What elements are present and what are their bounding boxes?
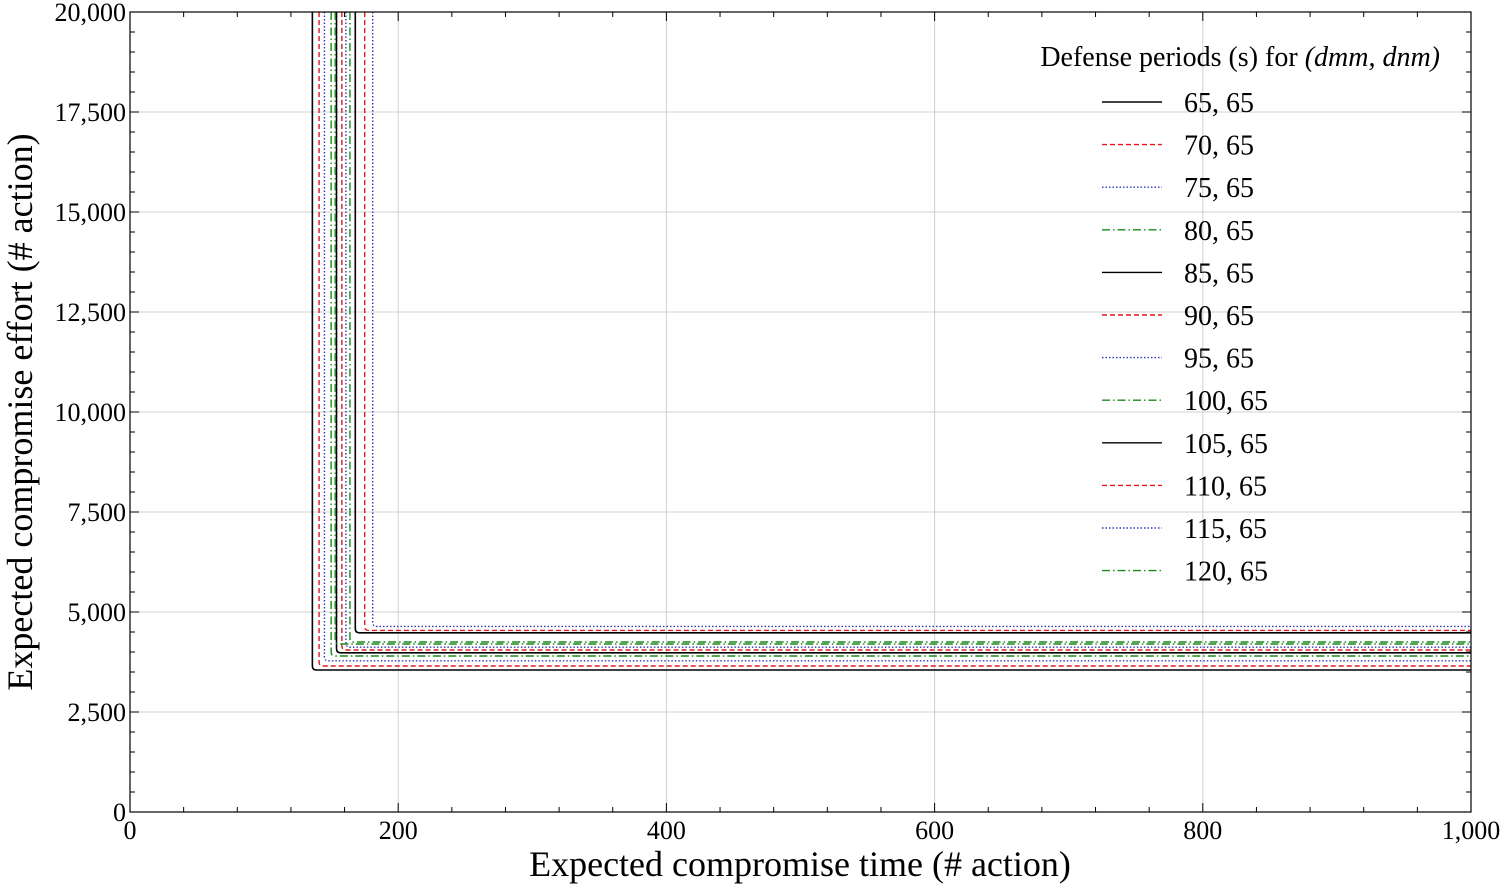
ticks: 0 200 400 600 800 1,000 0 2,500 5,000 7,500 10,000…: [55, 0, 1501, 845]
y-tick-label: 0: [113, 798, 126, 827]
series-line: [345, 12, 1471, 648]
legend-entry-label: 95, 65: [1184, 344, 1254, 375]
legend-entry-label: 80, 65: [1184, 216, 1254, 247]
legend-entry-label: 90, 65: [1184, 301, 1254, 332]
x-tick-label: 400: [647, 816, 686, 845]
series-lines: [311, 12, 1471, 671]
legend-entry-label: 75, 65: [1184, 173, 1254, 204]
y-tick-label: 2,500: [68, 698, 127, 727]
series-line: [363, 12, 1471, 632]
x-tick-label: 1,000: [1442, 816, 1501, 845]
series-line: [330, 12, 1471, 657]
series-line: [372, 12, 1471, 628]
legend: Defense periods (s) for (dmm, dnm) 65, 6…: [1040, 42, 1440, 588]
legend-entry-label: 70, 65: [1184, 131, 1254, 162]
series-line: [318, 12, 1471, 667]
x-tick-label: 800: [1183, 816, 1222, 845]
x-tick-label: 200: [379, 816, 418, 845]
x-tick-label: 0: [124, 816, 137, 845]
series-line: [334, 12, 1471, 645]
x-axis-label: Expected compromise time (# action): [529, 844, 1071, 884]
legend-entry-label: 100, 65: [1184, 386, 1268, 417]
x-tick-label: 600: [915, 816, 954, 845]
series-line: [341, 12, 1471, 651]
series-line: [323, 12, 1471, 662]
y-tick-label: 20,000: [55, 0, 127, 27]
y-tick-label: 12,500: [55, 298, 127, 327]
legend-entry-label: 85, 65: [1184, 258, 1254, 289]
y-tick-label: 10,000: [55, 398, 127, 427]
legend-entry-label: 110, 65: [1184, 471, 1267, 502]
legend-entry-label: 65, 65: [1184, 88, 1254, 119]
legend-entry-label: 120, 65: [1184, 557, 1268, 588]
series-line: [349, 12, 1471, 643]
y-tick-label: 5,000: [68, 598, 127, 627]
legend-title: Defense periods (s) for (dmm, dnm): [1040, 42, 1440, 73]
legend-entry-label: 115, 65: [1184, 514, 1267, 545]
y-tick-label: 15,000: [55, 198, 127, 227]
grid: [130, 12, 1471, 812]
y-tick-label: 7,500: [68, 498, 127, 527]
series-line: [354, 12, 1471, 634]
series-line: [335, 12, 1471, 654]
series-line: [311, 12, 1471, 671]
legend-entry-label: 105, 65: [1184, 429, 1268, 460]
y-axis-label: Expected compromise effort (# action): [0, 133, 40, 690]
y-tick-label: 17,500: [55, 98, 127, 127]
